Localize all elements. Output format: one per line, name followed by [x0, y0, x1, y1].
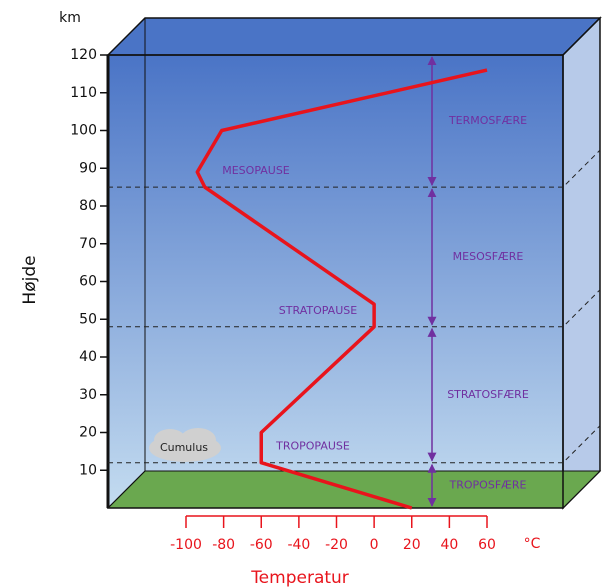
y-tick-label: 10 — [79, 462, 97, 478]
layer-label: TROPOSFÆRE — [449, 478, 527, 491]
y-tick-label: 80 — [79, 198, 97, 214]
y-tick-label: 60 — [79, 274, 97, 290]
x-tick-label: -100 — [170, 537, 202, 553]
y-tick-label: 70 — [79, 236, 97, 252]
x-tick-label: 40 — [440, 537, 458, 553]
y-tick-label: 100 — [70, 123, 97, 139]
y-tick-label: 30 — [79, 387, 97, 403]
x-tick-label: -20 — [325, 537, 348, 553]
layer-label: TERMOSFÆRE — [448, 114, 527, 127]
y-tick-label: 120 — [70, 47, 97, 63]
y-tick-label: 20 — [79, 425, 97, 441]
y-tick-label: 90 — [79, 160, 97, 176]
layer-label: STRATOSFÆRE — [447, 388, 529, 401]
x-tick-label: 0 — [370, 537, 379, 553]
x-tick-label: 20 — [403, 537, 421, 553]
chart: Cumulus km Højde °C Temperatur 10 20 30 40 5… — [0, 0, 603, 588]
x-tick-label: 60 — [478, 537, 496, 553]
y-tick-label: 110 — [70, 85, 97, 101]
x-label: Temperatur — [250, 568, 349, 588]
y-unit: km — [59, 10, 81, 26]
y-tick-label: 40 — [79, 349, 97, 365]
x-unit: °C — [524, 536, 541, 552]
y-tick-label: 50 — [79, 311, 97, 327]
cloud-label: Cumulus — [160, 441, 208, 454]
cloud: Cumulus — [149, 428, 221, 462]
pause-label: MESOPAUSE — [222, 164, 290, 177]
x-tick-label: -60 — [250, 537, 273, 553]
x-tick-label: -40 — [287, 537, 310, 553]
pause-label: STRATOPAUSE — [279, 304, 357, 317]
y-label: Højde — [20, 255, 40, 304]
pause-label: TROPOPAUSE — [275, 440, 350, 453]
layer-label: MESOSFÆRE — [453, 250, 524, 263]
x-tick-label: -80 — [212, 537, 235, 553]
